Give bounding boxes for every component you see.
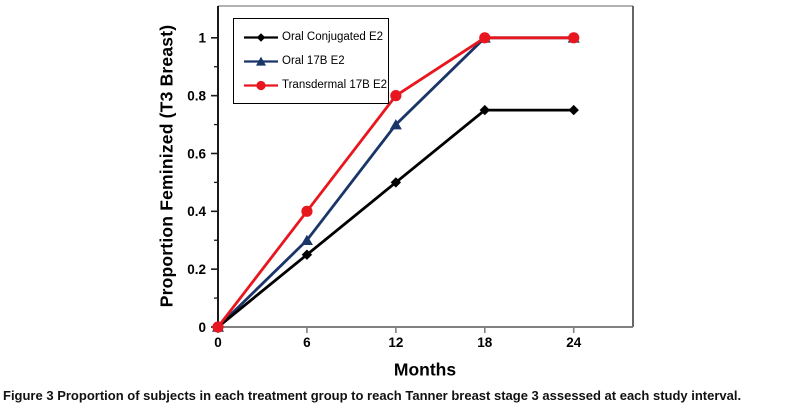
y-axis-title: Proportion Feminized (T3 Breast) [156, 24, 177, 308]
figure-caption-label: Figure 3 [3, 388, 54, 403]
chart-canvas: 0 0.2 0.4 0.6 0.8 1 0 6 12 18 24 [187, 5, 634, 350]
marker-transdermal-17b-e2-month-24 [568, 32, 580, 44]
legend-swatch-triangle-icon [244, 56, 278, 66]
x-tick-label-24: 24 [566, 335, 582, 350]
marker-transdermal-17b-e2-month-6 [301, 205, 313, 217]
legend-item-oral-17b-e2: Oral 17B E2 [244, 49, 384, 73]
y-tick-label-0.8: 0.8 [187, 89, 206, 104]
marker-oral-conjugated-e2-month-18 [479, 104, 490, 116]
x-tick-label-12: 12 [388, 335, 403, 350]
y-tick-label-0.4: 0.4 [187, 204, 206, 219]
legend-label: Oral 17B E2 [282, 55, 345, 67]
legend-item-transdermal-17b-e2: Transdermal 17B E2 [244, 73, 388, 97]
legend-item-oral-conjugated-e2: Oral Conjugated E2 [244, 25, 384, 49]
y-tick-label-0.2: 0.2 [187, 262, 206, 277]
legend-swatch-diamond-icon [244, 32, 278, 42]
chart-area: 0 0.2 0.4 0.6 0.8 1 0 6 12 18 24 Proportion Femini… [156, 5, 634, 380]
marker-oral-conjugated-e2-month-6 [301, 249, 313, 260]
figure-caption-text: Proportion of subjects in each treatment… [57, 388, 742, 403]
marker-transdermal-17b-e2-month-12 [390, 90, 402, 102]
y-tick-label-0: 0 [198, 320, 206, 335]
marker-oral-17b-e2-month-6 [300, 234, 313, 246]
marker-oral-conjugated-e2-month-24 [568, 104, 579, 116]
legend-label: Transdermal 17B E2 [282, 79, 388, 91]
legend: Oral Conjugated E2 Oral 17B E2 Transdermal… [233, 18, 389, 104]
x-tick-label-6: 6 [303, 335, 311, 350]
x-tick-label-18: 18 [477, 335, 493, 350]
y-tick-label-0.6: 0.6 [187, 146, 206, 161]
x-axis-title: Months [393, 359, 457, 380]
legend-label: Oral Conjugated E2 [282, 31, 384, 43]
marker-transdermal-17b-e2-month-18 [479, 32, 491, 44]
legend-swatch-circle-icon [244, 80, 278, 90]
marker-oral-17b-e2-month-12 [389, 119, 402, 130]
marker-oral-conjugated-e2-month-12 [390, 177, 402, 188]
y-tick-label-1: 1 [198, 31, 206, 46]
marker-transdermal-17b-e2-month-0 [212, 321, 224, 333]
figure-caption: Figure 3 Proportion of subjects in each … [3, 388, 791, 404]
x-tick-label-0: 0 [214, 335, 222, 350]
series-line-oral-conjugated-e2 [217, 108, 574, 329]
